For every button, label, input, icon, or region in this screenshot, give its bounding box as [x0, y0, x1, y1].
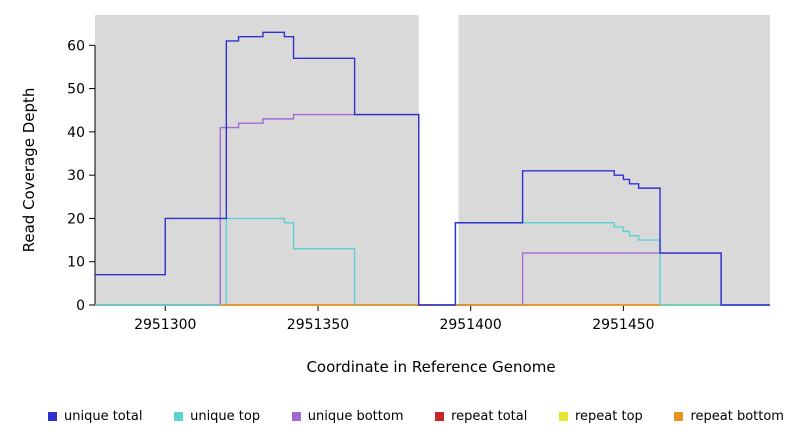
legend-item-repeat-total: repeat total	[435, 409, 527, 424]
y-tick-label: 10	[67, 255, 85, 271]
y-tick-label: 0	[76, 298, 85, 314]
x-tick-label: 2951400	[439, 317, 501, 333]
legend-swatch	[48, 412, 57, 421]
legend-item-repeat-bottom: repeat bottom	[674, 409, 784, 424]
series-unique-bottom	[95, 113, 770, 306]
x-tick-label: 2951300	[134, 317, 196, 333]
legend-swatch	[291, 412, 301, 421]
legend-label: repeat bottom	[690, 409, 784, 424]
legend-label: repeat total	[451, 409, 528, 424]
y-tick-label: 60	[67, 38, 85, 54]
legend-item-unique-total: unique total	[48, 409, 142, 424]
x-tick-label: 2951450	[592, 317, 654, 333]
legend-item-repeat-top: repeat top	[559, 409, 643, 424]
y-tick-label: 40	[67, 125, 85, 141]
legend-swatch	[174, 412, 184, 421]
legend-label: unique top	[190, 409, 261, 424]
series-unique-total	[95, 31, 770, 306]
plot-svg: 2951300 2951350 2951400 2951450 0 10 20 30 40 50 6…	[67, 15, 770, 333]
legend: unique total unique top unique bottom repea…	[48, 409, 784, 424]
coverage-gap-band	[418, 15, 459, 305]
series-unique-top	[95, 217, 770, 306]
y-tick-label: 30	[67, 168, 85, 184]
legend-item-unique-bottom: unique bottom	[291, 409, 404, 424]
legend-label: unique total	[64, 409, 143, 424]
x-axis-title: Coordinate in Reference Genome	[306, 358, 556, 376]
y-axis-title: Read Coverage Depth	[20, 87, 38, 253]
legend-label: unique bottom	[307, 409, 404, 424]
legend-label: repeat top	[575, 409, 643, 424]
legend-item-unique-top: unique top	[174, 409, 260, 424]
y-tick-label: 20	[67, 211, 85, 227]
y-tick-label: 50	[67, 82, 85, 98]
x-tick-label: 2951350	[287, 317, 349, 333]
legend-swatch	[674, 412, 684, 421]
legend-swatch	[559, 412, 568, 421]
legend-swatch	[435, 412, 445, 421]
